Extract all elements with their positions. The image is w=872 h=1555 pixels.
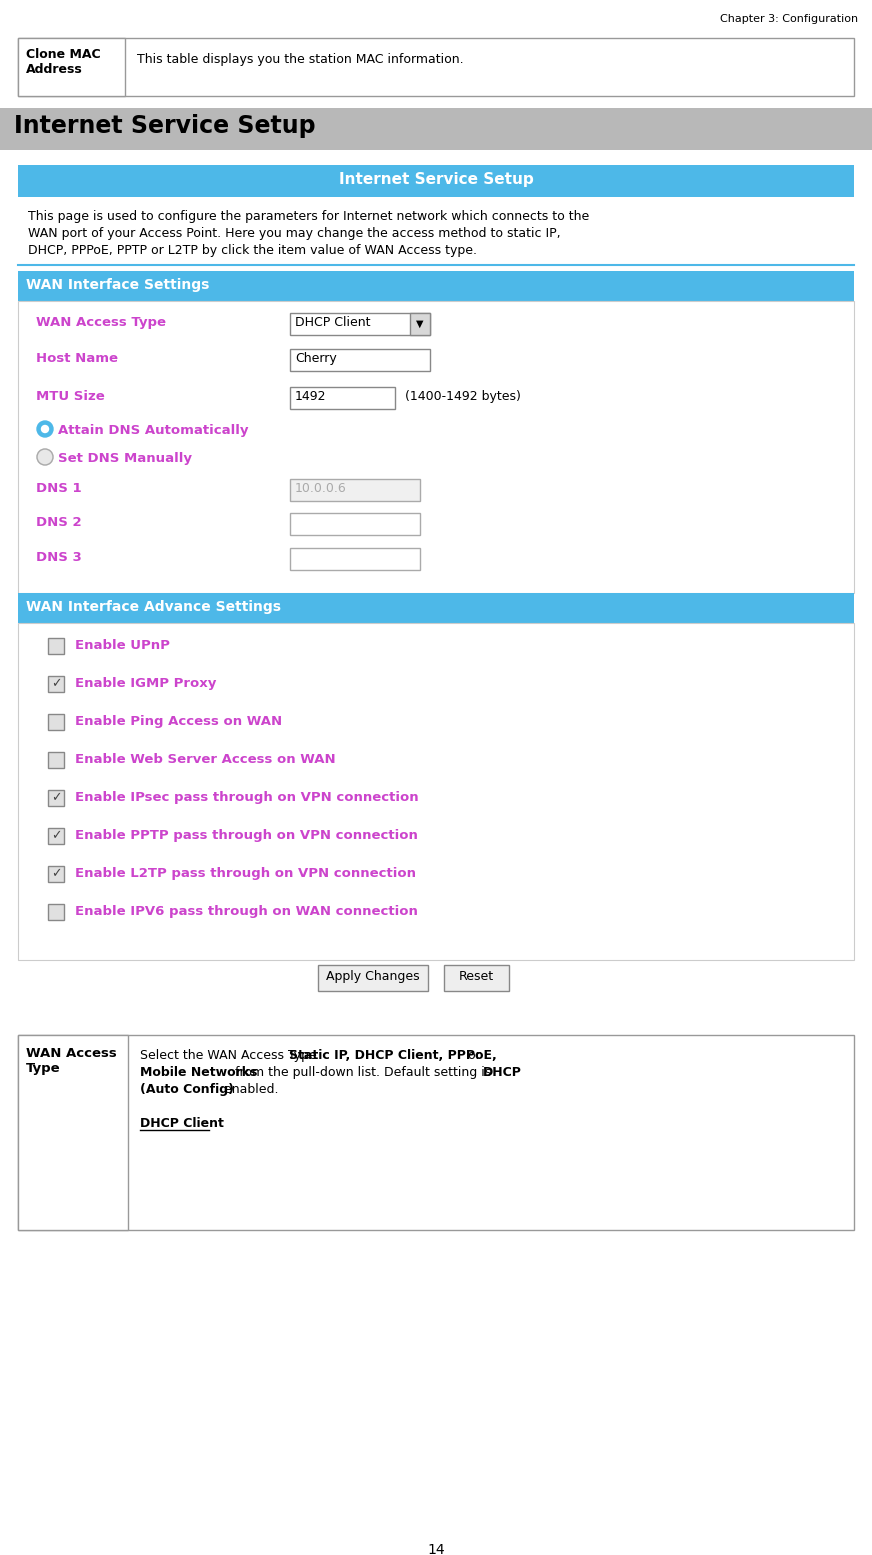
Bar xyxy=(18,1036,128,1230)
Bar xyxy=(18,165,854,197)
Bar xyxy=(48,903,64,921)
Bar xyxy=(318,966,428,991)
Text: WAN Access Type: WAN Access Type xyxy=(36,316,166,330)
Bar xyxy=(18,1036,854,1230)
Text: Clone MAC
Address: Clone MAC Address xyxy=(26,48,100,76)
Bar xyxy=(290,313,430,334)
Bar xyxy=(48,714,64,729)
Bar xyxy=(48,676,64,692)
Text: (Auto Config): (Auto Config) xyxy=(140,1082,234,1096)
Bar xyxy=(48,753,64,768)
Text: ✓: ✓ xyxy=(51,868,61,880)
Text: MTU Size: MTU Size xyxy=(36,390,105,403)
Text: (1400-1492 bytes): (1400-1492 bytes) xyxy=(405,390,521,403)
Text: WAN Interface Advance Settings: WAN Interface Advance Settings xyxy=(26,600,281,614)
Text: This table displays you the station MAC information.: This table displays you the station MAC … xyxy=(137,53,464,65)
Bar xyxy=(48,866,64,882)
Text: Enable UPnP: Enable UPnP xyxy=(75,639,170,652)
Text: WAN Interface Settings: WAN Interface Settings xyxy=(26,278,209,292)
Text: WAN Access
Type: WAN Access Type xyxy=(26,1047,117,1075)
Bar xyxy=(410,313,430,334)
Text: DNS 1: DNS 1 xyxy=(36,482,82,494)
Text: Enable Web Server Access on WAN: Enable Web Server Access on WAN xyxy=(75,753,336,767)
Bar xyxy=(18,37,854,96)
Text: Apply Changes: Apply Changes xyxy=(326,970,419,983)
Text: Internet Service Setup: Internet Service Setup xyxy=(338,173,534,187)
Bar xyxy=(48,790,64,805)
Text: DNS 2: DNS 2 xyxy=(36,516,82,529)
Bar xyxy=(18,271,854,302)
Text: Enable IGMP Proxy: Enable IGMP Proxy xyxy=(75,676,216,690)
Bar xyxy=(290,547,420,571)
Text: ▼: ▼ xyxy=(416,319,424,330)
Bar xyxy=(290,513,420,535)
Text: 14: 14 xyxy=(427,1543,445,1555)
Text: 1492: 1492 xyxy=(295,390,326,403)
Bar xyxy=(48,638,64,655)
Text: ✓: ✓ xyxy=(51,678,61,690)
Bar xyxy=(0,107,872,149)
Text: Chapter 3: Configuration: Chapter 3: Configuration xyxy=(720,14,858,23)
Text: Cherry: Cherry xyxy=(295,351,337,365)
Text: Enable IPV6 pass through on WAN connection: Enable IPV6 pass through on WAN connecti… xyxy=(75,905,418,917)
Text: from the pull-down list. Default setting is: from the pull-down list. Default setting… xyxy=(230,1067,494,1079)
Bar xyxy=(290,387,395,409)
Circle shape xyxy=(37,421,53,437)
Bar xyxy=(18,302,854,592)
Bar xyxy=(18,624,854,959)
Text: Attain DNS Automatically: Attain DNS Automatically xyxy=(58,425,249,437)
Text: Mobile Networks: Mobile Networks xyxy=(140,1067,257,1079)
Bar xyxy=(48,827,64,844)
Text: WAN port of your Access Point. Here you may change the access method to static I: WAN port of your Access Point. Here you … xyxy=(28,227,561,239)
Text: DHCP, PPPoE, PPTP or L2TP by click the item value of WAN Access type.: DHCP, PPPoE, PPTP or L2TP by click the i… xyxy=(28,244,477,257)
Circle shape xyxy=(37,449,53,465)
Text: Internet Service Setup: Internet Service Setup xyxy=(14,114,316,138)
Text: ✓: ✓ xyxy=(51,829,61,843)
Bar xyxy=(444,966,509,991)
Text: DHCP Client: DHCP Client xyxy=(295,316,371,330)
Bar xyxy=(290,348,430,372)
Text: Static IP, DHCP Client, PPPoE,: Static IP, DHCP Client, PPPoE, xyxy=(289,1050,496,1062)
Text: Set DNS Manually: Set DNS Manually xyxy=(58,453,192,465)
Bar xyxy=(18,37,125,96)
Text: DHCP Client: DHCP Client xyxy=(140,1116,224,1130)
Bar xyxy=(18,592,854,624)
Circle shape xyxy=(42,426,49,432)
Text: This page is used to configure the parameters for Internet network which connect: This page is used to configure the param… xyxy=(28,210,589,222)
Text: Enable PPTP pass through on VPN connection: Enable PPTP pass through on VPN connecti… xyxy=(75,829,418,841)
Text: DHCP: DHCP xyxy=(483,1067,521,1079)
Text: Select the WAN Access Type: Select the WAN Access Type xyxy=(140,1050,321,1062)
Text: DNS 3: DNS 3 xyxy=(36,550,82,564)
Text: Enable IPsec pass through on VPN connection: Enable IPsec pass through on VPN connect… xyxy=(75,791,419,804)
Text: Reset: Reset xyxy=(459,970,494,983)
Text: Enable L2TP pass through on VPN connection: Enable L2TP pass through on VPN connecti… xyxy=(75,868,416,880)
Text: Host Name: Host Name xyxy=(36,351,118,365)
Bar xyxy=(290,479,420,501)
Text: or: or xyxy=(464,1050,480,1062)
Text: enabled.: enabled. xyxy=(220,1082,278,1096)
Text: Enable Ping Access on WAN: Enable Ping Access on WAN xyxy=(75,715,283,728)
Text: ✓: ✓ xyxy=(51,791,61,804)
Text: 10.0.0.6: 10.0.0.6 xyxy=(295,482,347,494)
